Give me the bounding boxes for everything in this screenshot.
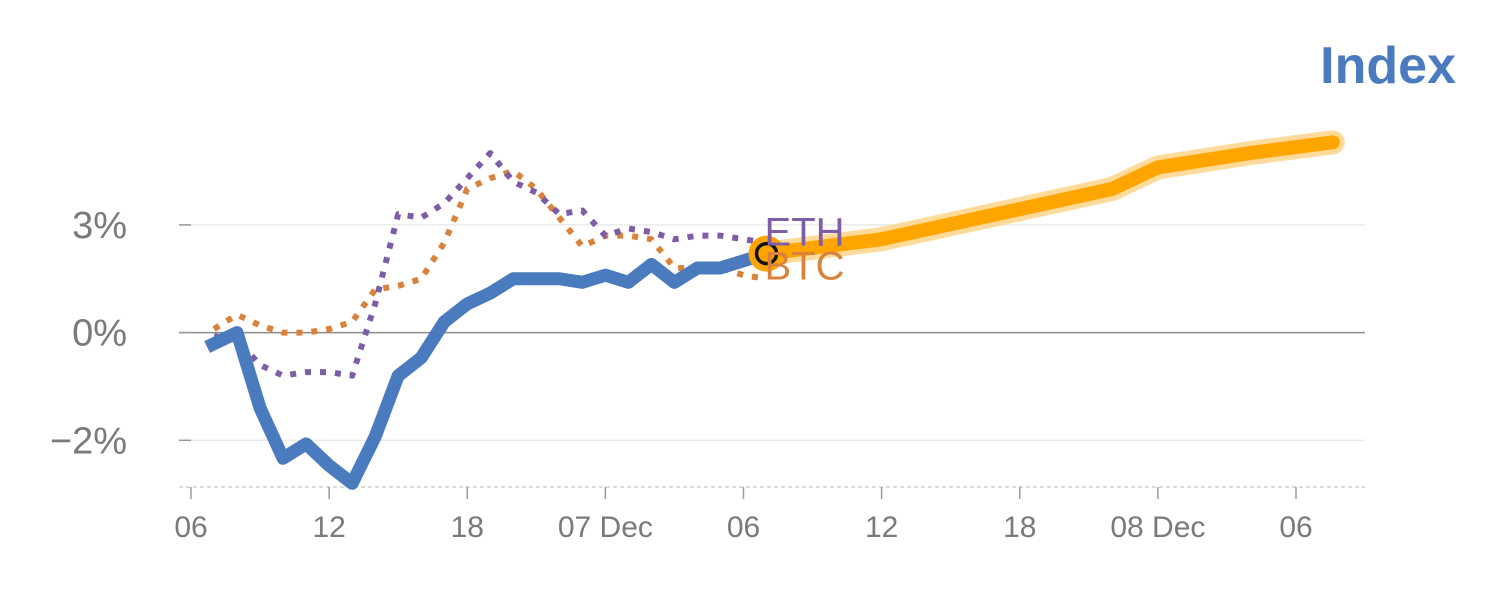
x-tick-label: 18 <box>1003 511 1036 544</box>
y-tick-label: −2% <box>50 420 127 462</box>
x-tick-label: 12 <box>312 511 345 544</box>
y-tick-label: 3% <box>72 205 127 247</box>
index-line <box>204 247 769 490</box>
x-tick-label: 12 <box>865 511 898 544</box>
x-tick-label: 18 <box>451 511 484 544</box>
btc-end-label: BTC <box>765 245 845 289</box>
chart-title: Index <box>1320 37 1456 95</box>
btc-line <box>212 168 767 336</box>
x-tick-label: 06 <box>727 511 760 544</box>
x-axis <box>179 486 1365 499</box>
y-tick-label: 0% <box>72 313 127 355</box>
forecast-line <box>759 135 1340 261</box>
eth-line <box>213 150 767 379</box>
series-lines <box>204 130 1345 490</box>
x-tick-label: 06 <box>174 511 207 544</box>
x-tick-label: 06 <box>1279 511 1312 544</box>
eth-end-label: ETH <box>765 211 845 255</box>
current-marker-halo <box>748 235 785 272</box>
x-tick-label: 07 Dec <box>558 511 653 544</box>
current-marker-ring <box>754 241 779 266</box>
x-tick-label: 08 Dec <box>1110 511 1205 544</box>
